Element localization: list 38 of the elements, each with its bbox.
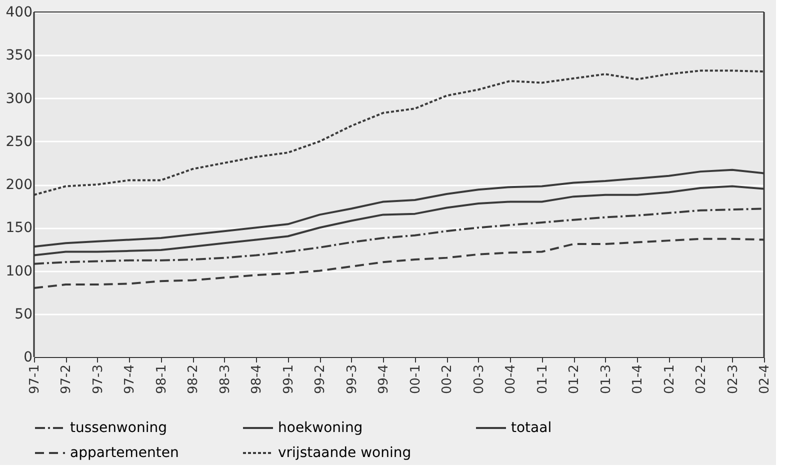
y-tick-label: 200 xyxy=(6,177,32,193)
y-tick-label: 250 xyxy=(6,134,32,150)
x-tick-label: 99-4 xyxy=(376,364,392,394)
x-tick-label: 01-3 xyxy=(598,364,614,394)
x-tick-label: 00-4 xyxy=(504,364,519,394)
legend-label: tussenwoning xyxy=(70,420,167,436)
x-tick-label: 01-4 xyxy=(630,364,646,394)
x-tick-label: 99-3 xyxy=(344,364,360,394)
y-tick-label: 100 xyxy=(6,263,32,280)
legend-label: vrijstaande woning xyxy=(278,445,412,461)
y-tick-label: 300 xyxy=(6,90,32,107)
legend-label: hoekwoning xyxy=(278,420,363,436)
x-tick-label: 02-2 xyxy=(694,364,710,394)
x-tick-label: 02-3 xyxy=(726,364,741,394)
legend-label: totaal xyxy=(511,420,552,436)
x-tick-label: 99-2 xyxy=(313,364,328,394)
x-tick-label: 02-1 xyxy=(662,364,678,394)
x-tick-label: 97-2 xyxy=(59,364,74,394)
x-tick-label: 00-1 xyxy=(408,364,424,394)
x-tick-label: 00-3 xyxy=(472,364,487,394)
y-tick-label: 50 xyxy=(14,306,32,322)
x-tick-label: 98-1 xyxy=(154,364,170,394)
y-tick-label: 400 xyxy=(6,4,32,20)
y-tick-label: 350 xyxy=(6,48,32,64)
x-tick-label: 01-1 xyxy=(535,364,550,394)
x-tick-label: 01-2 xyxy=(567,364,582,394)
y-tick-label: 0 xyxy=(24,350,32,366)
x-tick-label: 99-1 xyxy=(281,364,296,394)
x-tick-label: 97-4 xyxy=(122,364,138,394)
legend-label: appartementen xyxy=(70,445,179,461)
y-tick-label: 150 xyxy=(6,220,32,236)
x-tick-label: 98-3 xyxy=(218,364,233,394)
x-tick-label: 98-2 xyxy=(186,364,202,394)
x-tick-label: 02-4 xyxy=(758,364,772,394)
x-tick-label: 00-2 xyxy=(440,364,456,394)
x-tick-label: 98-4 xyxy=(250,364,265,394)
x-tick-label: 97-1 xyxy=(28,364,42,394)
x-tick-label: 97-3 xyxy=(90,364,106,394)
